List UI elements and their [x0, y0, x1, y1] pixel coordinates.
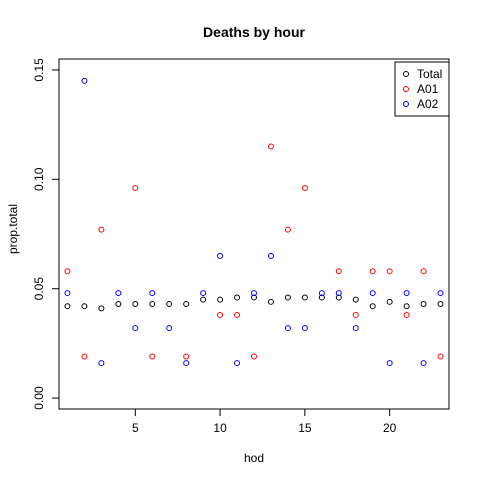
point-total	[335, 294, 342, 301]
point-total	[267, 298, 274, 305]
x-axis: 5 10 15 20	[132, 409, 397, 435]
point-a01	[217, 311, 224, 318]
point-a01	[251, 353, 257, 360]
point-a01	[335, 268, 342, 275]
point-total	[420, 301, 427, 307]
point-total	[251, 294, 257, 301]
point-a01	[284, 226, 291, 233]
point-total	[81, 303, 88, 310]
point-a01	[437, 353, 444, 360]
point-total	[352, 296, 359, 303]
legend-label: A02	[417, 97, 439, 111]
point-total	[166, 301, 173, 307]
point-total	[437, 301, 444, 307]
legend-swatch	[403, 71, 409, 77]
point-a02	[200, 290, 207, 297]
point-a02	[166, 325, 173, 332]
point-total	[234, 294, 241, 301]
point-a02	[437, 290, 444, 297]
point-a01	[81, 353, 88, 360]
point-a02	[420, 360, 427, 367]
point-a01	[234, 311, 241, 318]
point-a02	[369, 290, 376, 297]
y-axis: 0.00 0.05 0.10 0.15	[32, 58, 59, 410]
point-total	[217, 296, 224, 303]
point-total	[115, 301, 122, 307]
point-a02	[234, 360, 241, 367]
data-points	[64, 77, 444, 367]
point-a02	[81, 77, 88, 84]
point-total	[369, 303, 376, 310]
point-a01	[267, 143, 274, 150]
point-a02	[217, 252, 224, 259]
point-total	[403, 303, 410, 310]
point-a02	[149, 290, 156, 297]
point-a02	[352, 325, 359, 332]
point-a01	[64, 268, 71, 275]
point-total	[386, 298, 393, 305]
point-a01	[403, 311, 410, 318]
point-a01	[386, 268, 393, 275]
point-a02	[183, 360, 190, 367]
point-a01	[352, 311, 359, 318]
y-tick-label: 0.05	[32, 277, 46, 301]
point-a02	[115, 290, 122, 297]
point-a02	[132, 325, 139, 332]
point-a02	[98, 360, 105, 367]
point-total	[318, 294, 325, 301]
point-a02	[403, 290, 410, 297]
legend-swatch	[403, 101, 409, 107]
x-tick-label: 20	[383, 421, 397, 435]
point-a02	[301, 325, 308, 332]
plot-frame	[58, 58, 450, 410]
point-a01	[132, 185, 139, 192]
point-a01	[149, 353, 156, 360]
point-a02	[284, 325, 291, 332]
x-tick-label: 5	[132, 421, 139, 435]
point-total	[301, 294, 308, 301]
point-total	[200, 296, 207, 303]
y-tick-label: 0.00	[32, 386, 46, 410]
legend-label: A01	[417, 82, 439, 96]
y-tick-label: 0.10	[32, 167, 46, 191]
point-a01	[420, 268, 427, 275]
point-a02	[64, 290, 71, 297]
point-a02	[318, 290, 325, 297]
point-a01	[183, 353, 190, 360]
chart-title: Deaths by hour	[203, 24, 305, 40]
x-axis-label: hod	[244, 451, 264, 465]
point-a02	[386, 360, 393, 367]
point-total	[149, 301, 156, 307]
y-tick-label: 0.15	[32, 58, 46, 82]
point-a01	[369, 268, 376, 275]
point-a02	[251, 290, 257, 297]
y-axis-label: prop.total	[6, 204, 20, 254]
legend-label: Total	[417, 67, 442, 81]
point-total	[98, 305, 105, 312]
point-a02	[267, 252, 274, 259]
point-a01	[98, 226, 105, 233]
point-total	[183, 301, 190, 307]
point-a02	[335, 290, 342, 297]
point-total	[284, 294, 291, 301]
point-total	[64, 303, 71, 310]
x-tick-label: 10	[213, 421, 227, 435]
legend-swatch	[403, 86, 409, 92]
x-tick-label: 15	[298, 421, 312, 435]
point-a01	[301, 185, 308, 192]
point-total	[132, 301, 139, 307]
